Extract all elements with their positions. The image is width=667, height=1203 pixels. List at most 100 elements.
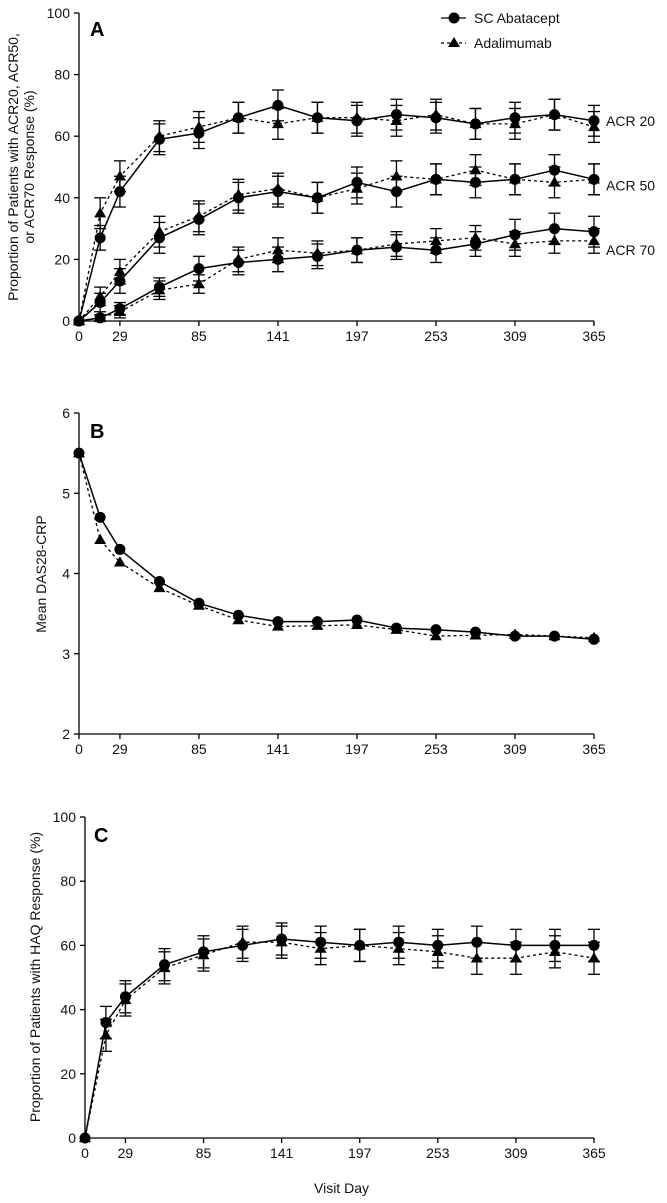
series-label: ACR 50 [606, 177, 655, 193]
x-axis-label: Visit Day [314, 1180, 369, 1196]
data-point-triangle [470, 952, 483, 963]
series-label: ACR 20 [606, 113, 655, 129]
data-point-triangle [314, 942, 327, 953]
x-tick-label: 365 [582, 741, 606, 757]
data-point-triangle [153, 130, 166, 141]
data-point-triangle [94, 533, 107, 544]
series-acr70-adalimumab [73, 224, 600, 326]
x-tick-label: 29 [118, 1145, 134, 1161]
data-point-triangle [429, 234, 442, 246]
data-point-triangle [429, 630, 442, 641]
data-point-triangle [508, 173, 521, 184]
data-point-triangle [469, 117, 482, 129]
data-point-triangle [192, 599, 205, 610]
data-point-triangle [350, 111, 363, 122]
data-point-triangle [469, 629, 482, 640]
series-adalimumab [79, 925, 600, 1143]
data-point-triangle [588, 173, 600, 184]
series-adalimumab [73, 447, 600, 642]
data-point-triangle [271, 620, 284, 631]
x-tick-label: 85 [196, 1145, 212, 1161]
data-point-triangle [94, 290, 107, 301]
data-point-triangle [113, 305, 126, 316]
data-point-triangle [79, 1132, 91, 1143]
data-point-triangle [390, 114, 403, 125]
legend-marker-circle [448, 12, 460, 24]
data-point-circle [114, 543, 126, 555]
legend-marker-triangle [448, 37, 460, 47]
x-tick-label: 309 [503, 741, 527, 757]
y-tick-label: 6 [62, 405, 70, 421]
x-tick-label: 253 [424, 328, 448, 344]
data-point-triangle [350, 244, 363, 255]
x-tick-label: 253 [424, 741, 448, 757]
chart-panel-a: 0 20 40 60 80 100 0 29 85 141 197 253 309 365 A Proport… [5, 5, 655, 344]
data-point-triangle [94, 207, 107, 218]
data-point-triangle [311, 191, 324, 202]
data-point-triangle [311, 619, 324, 630]
data-point-triangle [508, 117, 521, 129]
y-tick-label: 20 [54, 251, 70, 267]
data-point-triangle [390, 623, 403, 634]
x-tick-label: 365 [582, 1145, 606, 1161]
y-tick-label: 2 [62, 726, 70, 742]
data-point-triangle [119, 993, 132, 1005]
x-tick-label: 253 [426, 1145, 450, 1161]
data-point-triangle [588, 631, 600, 642]
x-tick-label: 141 [266, 328, 290, 344]
data-point-circle [153, 576, 165, 588]
y-tick-label: 80 [60, 873, 76, 889]
y-tick-label: 100 [53, 809, 77, 825]
data-point-triangle [271, 182, 284, 193]
y-tick-label: 0 [68, 1130, 76, 1146]
series-label: ACR 70 [606, 242, 655, 258]
y-tick-label: 40 [60, 1002, 76, 1018]
data-point-triangle [94, 311, 107, 323]
x-tick-label: 85 [191, 741, 207, 757]
panel-letter: C [94, 825, 108, 847]
series-line [78, 452, 595, 641]
data-point-triangle [153, 225, 166, 236]
data-point-triangle [548, 234, 561, 246]
x-tick-label: 309 [503, 328, 527, 344]
data-point-triangle [588, 120, 600, 132]
series-acr70-abatacept [73, 212, 600, 327]
y-tick-label: 60 [60, 937, 76, 953]
data-point-circle [193, 263, 205, 275]
data-point-triangle [197, 949, 210, 960]
x-tick-label: 0 [81, 1145, 89, 1161]
data-point-triangle [588, 234, 600, 246]
data-point-triangle [113, 265, 126, 276]
x-tick-label: 197 [348, 1145, 372, 1161]
data-point-triangle [73, 315, 85, 326]
legend: SC Abatacept Adalimumab [441, 10, 560, 51]
data-point-circle [94, 232, 106, 244]
data-point-triangle [232, 253, 245, 264]
data-point-triangle [392, 942, 405, 953]
y-axis-label: Mean DAS28-CRP [33, 515, 49, 633]
data-point-triangle [73, 447, 85, 458]
panel-letter: A [90, 19, 104, 41]
data-point-triangle [390, 170, 403, 181]
data-point-circle [94, 511, 106, 523]
data-point-triangle [350, 182, 363, 193]
series-acr20-adalimumab [73, 98, 600, 326]
y-tick-label: 5 [62, 485, 70, 501]
data-point-triangle [113, 556, 126, 567]
legend-label: Adalimumab [474, 35, 552, 51]
series-line [78, 113, 595, 322]
data-point-triangle [232, 614, 245, 625]
data-point-triangle [429, 173, 442, 184]
data-point-triangle [271, 244, 284, 255]
data-point-triangle [509, 952, 522, 963]
data-point-triangle [311, 111, 324, 122]
y-tick-label: 3 [62, 646, 70, 662]
legend-label: SC Abatacept [474, 10, 560, 26]
data-point-triangle [548, 108, 561, 119]
chart-panel-c: 0 20 40 60 80 100 0 29 85 141 197 253 309 365 C Proport… [27, 809, 606, 1196]
y-tick-label: 0 [62, 313, 70, 329]
x-tick-label: 29 [112, 741, 128, 757]
data-point-triangle [350, 618, 363, 630]
y-axis-label: Proportion of Patients with ACR20, ACR50… [5, 33, 37, 301]
y-tick-label: 40 [54, 190, 70, 206]
